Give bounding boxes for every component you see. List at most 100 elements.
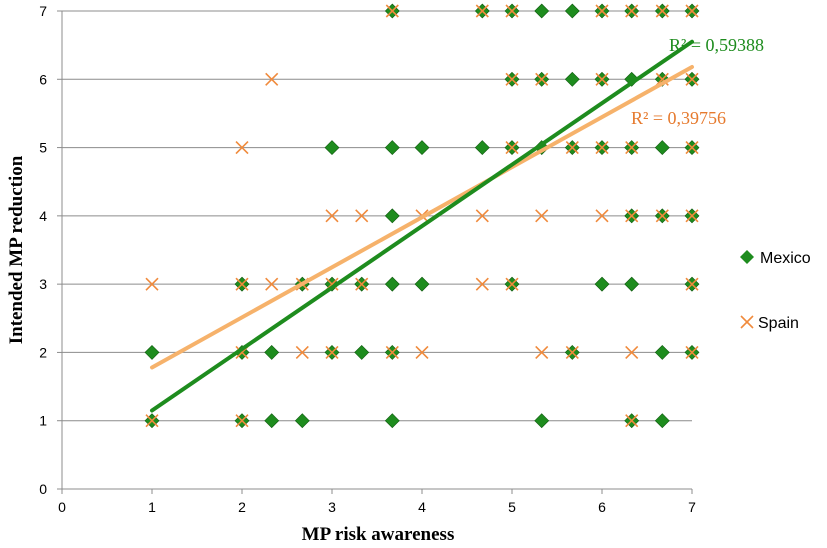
spain-point (235, 141, 249, 155)
r2-labels: R² = 0,59388 R² = 0,39756 (631, 35, 764, 128)
mexico-point (384, 140, 400, 155)
x-tick-label: 5 (508, 499, 516, 515)
legend: Mexico Spain (740, 250, 811, 332)
spain-point (595, 72, 609, 86)
y-tick-label: 7 (39, 3, 47, 19)
mexico-point (594, 276, 610, 292)
spain-point (355, 277, 369, 291)
x-tick-label: 7 (688, 499, 696, 515)
x-tick-label: 0 (58, 499, 66, 515)
y-tick-label: 4 (39, 208, 47, 224)
spain-point (595, 4, 609, 18)
y-tick-label: 6 (39, 71, 47, 87)
mexico-point (534, 413, 550, 429)
spain-point (655, 209, 669, 223)
spain-point (385, 4, 399, 18)
trendlines (150, 39, 694, 413)
spain-points (145, 4, 699, 428)
y-axis-title: Intended MP reduction (6, 155, 27, 344)
spain-point (505, 277, 519, 291)
legend-mexico-label: Mexico (760, 250, 811, 267)
mexico-point (654, 413, 670, 429)
spain-point (685, 4, 699, 18)
mexico-r2-label: R² = 0,59388 (669, 35, 764, 55)
spain-point (235, 277, 249, 291)
legend-spain-marker (740, 315, 754, 329)
spain-point (505, 4, 519, 18)
y-tick-label: 1 (39, 413, 47, 429)
tick-labels: 0 1 2 3 4 5 6 7 0 1 2 3 4 5 6 7 (39, 3, 696, 515)
spain-trendline (150, 64, 694, 370)
mexico-point (654, 140, 670, 155)
spain-point (145, 414, 159, 428)
spain-point (295, 345, 309, 359)
mexico-point (144, 345, 160, 360)
x-tick-label: 1 (148, 499, 156, 515)
spain-point (565, 141, 579, 155)
spain-point (475, 277, 489, 291)
x-axis-title: MP risk awareness (302, 524, 455, 545)
spain-point (685, 277, 699, 291)
mexico-point (474, 140, 490, 155)
spain-point (535, 345, 549, 359)
spain-point (505, 72, 519, 86)
x-tick-label: 2 (238, 499, 246, 515)
mexico-point (564, 3, 580, 19)
mexico-point (324, 140, 340, 155)
spain-point (655, 4, 669, 18)
x-tick-label: 4 (418, 499, 426, 515)
mexico-point (384, 413, 400, 429)
spain-point (685, 209, 699, 223)
spain-point (535, 209, 549, 223)
spain-point (265, 72, 279, 86)
mexico-point (624, 276, 640, 292)
gridlines (62, 10, 692, 422)
mexico-point (564, 71, 580, 87)
mexico-point (354, 345, 370, 360)
mexico-point (384, 208, 400, 224)
mexico-point (534, 3, 550, 19)
mexico-point (414, 140, 430, 155)
axes (61, 11, 692, 490)
y-tick-label: 5 (39, 140, 47, 156)
mexico-point (654, 345, 670, 360)
spain-point (415, 345, 429, 359)
legend-mexico-marker (740, 250, 754, 264)
mexico-trendline (150, 39, 694, 413)
mexico-point (264, 413, 280, 429)
spain-point (535, 72, 549, 86)
spain-point (505, 141, 519, 155)
x-tick-label: 3 (328, 499, 336, 515)
y-tick-label: 3 (39, 276, 47, 292)
spain-point (625, 141, 639, 155)
spain-point (475, 4, 489, 18)
spain-point (685, 72, 699, 86)
spain-point (625, 345, 639, 359)
spain-point (685, 345, 699, 359)
spain-point (145, 277, 159, 291)
spain-point (625, 414, 639, 428)
x-tick-label: 6 (598, 499, 606, 515)
spain-point (685, 141, 699, 155)
mexico-point (294, 413, 310, 429)
spain-point (595, 141, 609, 155)
spain-point (385, 345, 399, 359)
spain-point (325, 345, 339, 359)
spain-point (355, 209, 369, 223)
mexico-point (414, 276, 430, 292)
spain-point (265, 277, 279, 291)
spain-r2-label: R² = 0,39756 (631, 108, 726, 128)
spain-point (325, 209, 339, 223)
spain-point (475, 209, 489, 223)
y-tick-label: 0 (39, 481, 47, 497)
legend-spain-label: Spain (758, 315, 799, 332)
y-tick-label: 2 (39, 344, 47, 360)
spain-point (625, 4, 639, 18)
spain-point (625, 209, 639, 223)
spain-point (595, 209, 609, 223)
mexico-point (384, 276, 400, 292)
spain-point (235, 414, 249, 428)
mexico-point (264, 345, 280, 360)
spain-point (565, 345, 579, 359)
